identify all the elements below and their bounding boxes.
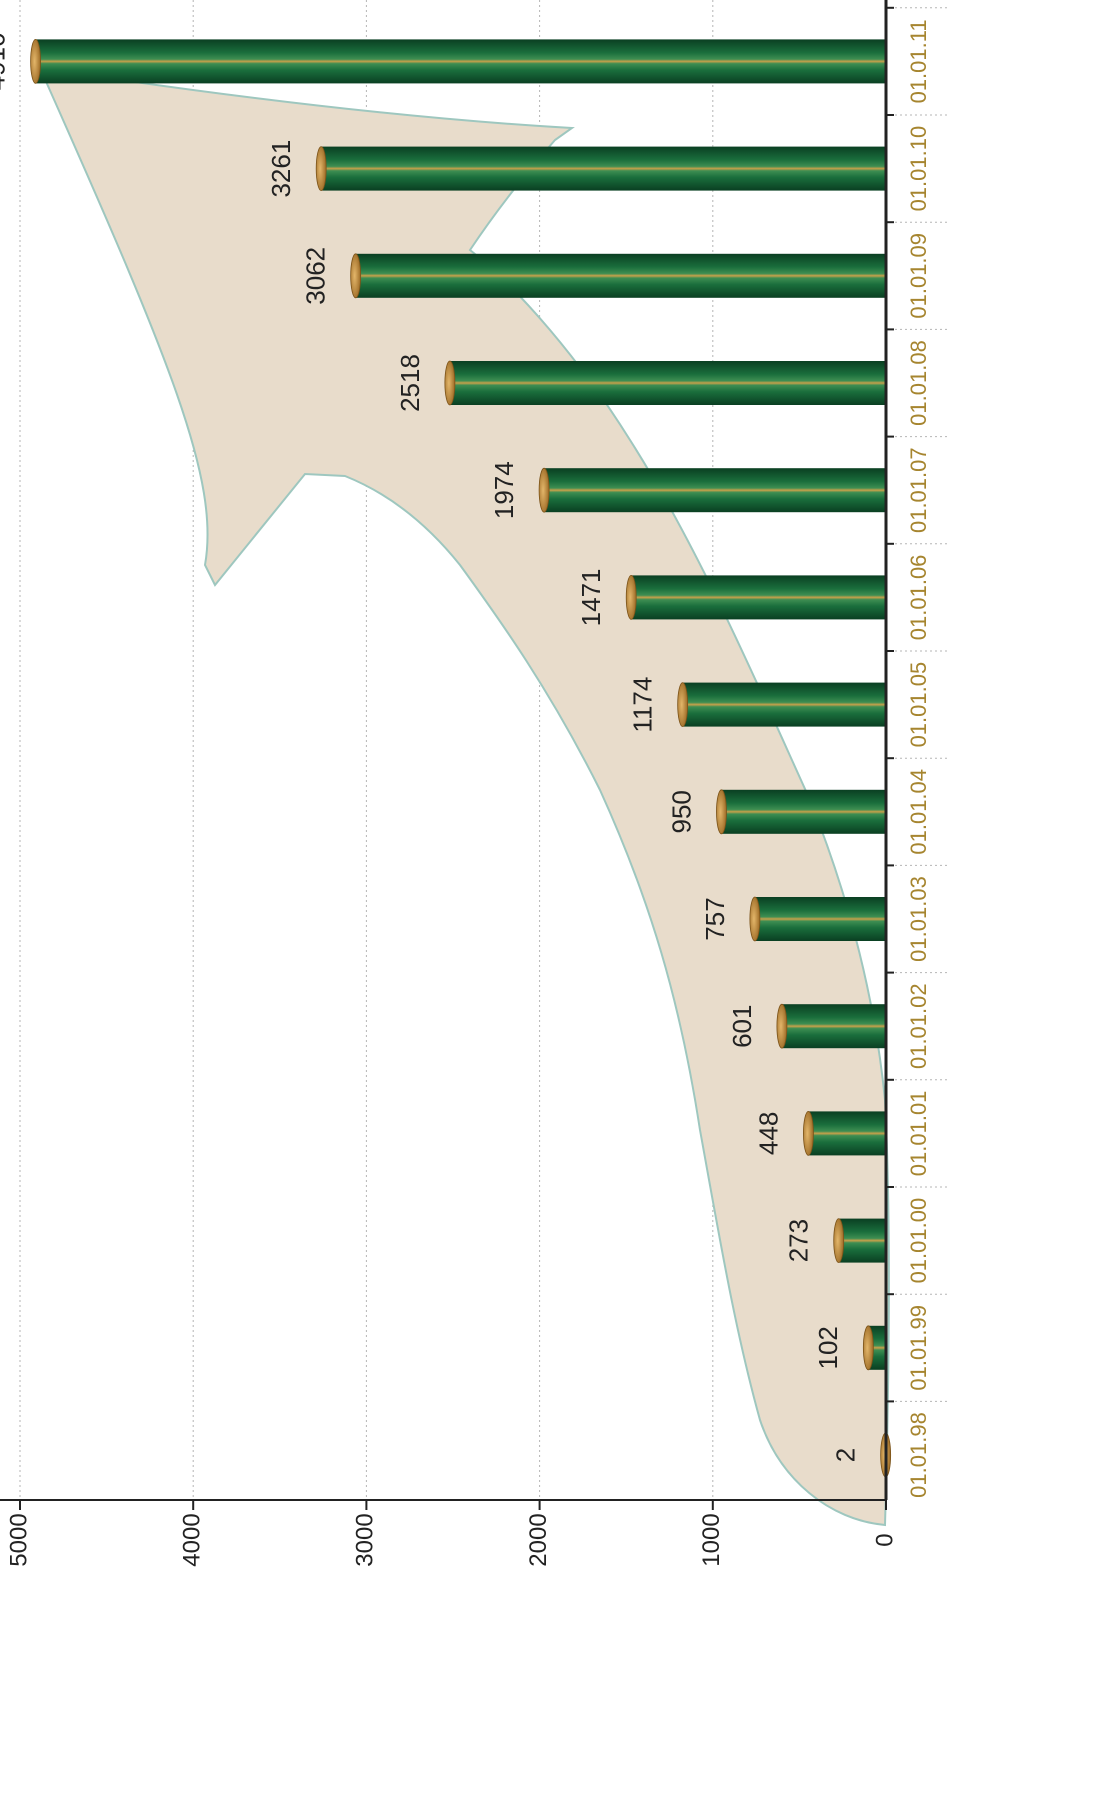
bar-cap (538, 467, 550, 513)
data-label: 757 (700, 897, 730, 940)
bar-cap (444, 360, 456, 406)
bar (754, 897, 886, 941)
data-label: 3261 (266, 140, 296, 198)
bar (631, 575, 886, 620)
value-tick-label: 3000 (352, 1513, 379, 1566)
data-label: 1174 (628, 677, 658, 733)
bar-cap (803, 1111, 814, 1156)
data-label: 950 (666, 790, 696, 833)
axis-layer: 0 1000 2000 3000 4000 5000 (0, 0, 898, 1567)
category-label: 01.01.11 (906, 19, 931, 103)
bar-cap (716, 789, 727, 835)
bar (321, 146, 886, 191)
bar-cap (315, 146, 327, 192)
bar (449, 361, 886, 405)
data-label: 102 (813, 1326, 843, 1369)
data-label: 273 (784, 1219, 814, 1262)
category-label: 01.01.08 (906, 340, 931, 426)
data-label: 448 (753, 1112, 783, 1155)
bar (544, 468, 886, 513)
bar-cap (625, 575, 637, 620)
bar-cap (350, 253, 362, 299)
bar-cap (833, 1218, 845, 1263)
category-label: 01.01.09 (906, 233, 931, 319)
data-label: 2 (831, 1448, 861, 1462)
bar (355, 253, 886, 298)
data-label: 4910 (0, 32, 10, 90)
bar-cap (776, 1003, 788, 1049)
bar (35, 39, 886, 84)
bar-cap (862, 1325, 874, 1371)
data-label: 2518 (395, 354, 425, 412)
category-label: 01.01.07 (906, 447, 931, 533)
value-tick-label: 0 (871, 1533, 898, 1546)
category-label: 01.01.05 (906, 662, 931, 748)
category-label: 01.01.10 (906, 126, 931, 212)
data-label: 3062 (301, 247, 331, 305)
category-label: 01.01.02 (906, 983, 931, 1069)
data-label: 1471 (576, 568, 606, 626)
category-label: 01.01.06 (906, 555, 931, 641)
data-label: 601 (727, 1005, 757, 1048)
bar (682, 682, 886, 727)
data-label: 1974 (489, 461, 519, 519)
value-tick-label: 1000 (698, 1513, 725, 1566)
category-label: 01.01.04 (906, 769, 931, 855)
category-label: 01.01.98 (906, 1412, 931, 1498)
bar (808, 1111, 886, 1156)
bar-cap (677, 682, 689, 727)
bar (781, 1004, 886, 1049)
labels-layer: 2 102 273 448 601 757 950 1174 1471 1974 2518 3062 3… (0, 19, 931, 1497)
value-tick-label: 5000 (5, 1513, 32, 1566)
value-tick-label: 4000 (179, 1513, 206, 1566)
bars-layer (30, 39, 892, 1478)
bar-cap (749, 896, 761, 942)
category-label: 01.01.01 (906, 1091, 931, 1177)
category-label: 01.01.00 (906, 1198, 931, 1284)
bar (838, 1218, 886, 1263)
category-label: 01.01.03 (906, 876, 931, 962)
bar (721, 789, 886, 834)
value-tick-label: 2000 (525, 1513, 552, 1566)
bar-cap (30, 39, 41, 84)
category-label: 01.01.99 (906, 1305, 931, 1391)
